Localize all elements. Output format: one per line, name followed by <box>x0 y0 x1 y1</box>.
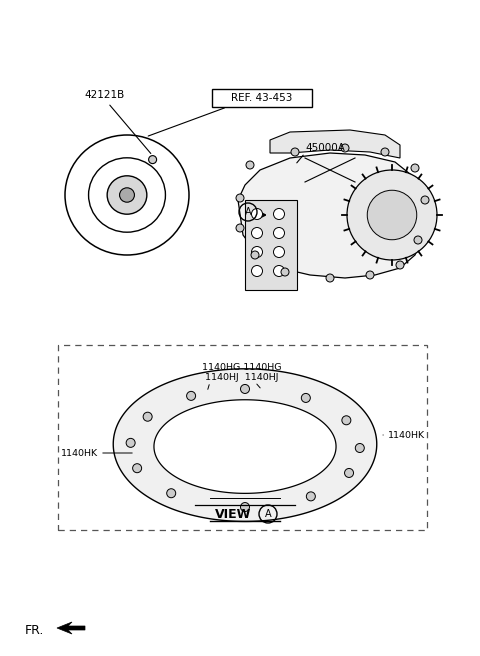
Circle shape <box>143 412 152 421</box>
Circle shape <box>126 438 135 447</box>
Circle shape <box>381 148 389 156</box>
Circle shape <box>326 274 334 282</box>
Circle shape <box>414 236 422 244</box>
Circle shape <box>341 144 349 152</box>
Circle shape <box>306 492 315 501</box>
Text: FR.: FR. <box>25 623 44 636</box>
Circle shape <box>252 247 263 258</box>
Text: A: A <box>264 509 271 519</box>
Text: A: A <box>245 207 252 217</box>
Text: VIEW: VIEW <box>215 508 251 520</box>
Circle shape <box>274 209 285 220</box>
Bar <box>58 345 427 530</box>
Circle shape <box>252 209 263 220</box>
Circle shape <box>281 268 289 276</box>
Text: 1140HK: 1140HK <box>388 430 425 440</box>
Circle shape <box>347 170 437 260</box>
Circle shape <box>240 384 250 394</box>
Circle shape <box>274 228 285 239</box>
Ellipse shape <box>107 176 147 215</box>
Circle shape <box>252 228 263 239</box>
Text: 45000A: 45000A <box>305 143 345 153</box>
Circle shape <box>291 148 299 156</box>
Bar <box>245 200 297 290</box>
Circle shape <box>132 464 142 473</box>
Text: 1140HG 1140HG: 1140HG 1140HG <box>202 363 282 373</box>
Circle shape <box>274 266 285 276</box>
Circle shape <box>246 161 254 169</box>
Polygon shape <box>270 130 400 158</box>
Circle shape <box>167 489 176 498</box>
Circle shape <box>236 194 244 202</box>
Circle shape <box>274 247 285 258</box>
Circle shape <box>240 502 250 512</box>
Polygon shape <box>238 153 425 278</box>
Text: 42121B: 42121B <box>85 90 125 100</box>
Circle shape <box>396 261 404 269</box>
Circle shape <box>411 164 419 172</box>
Polygon shape <box>57 622 85 634</box>
Circle shape <box>187 392 196 400</box>
Circle shape <box>236 224 244 232</box>
Circle shape <box>421 196 429 204</box>
Text: REF. 43-453: REF. 43-453 <box>231 93 293 103</box>
Circle shape <box>366 271 374 279</box>
Text: 1140HK: 1140HK <box>61 449 98 457</box>
Polygon shape <box>113 369 377 522</box>
Ellipse shape <box>120 188 134 202</box>
Circle shape <box>251 251 259 259</box>
Circle shape <box>345 468 354 478</box>
Circle shape <box>252 266 263 276</box>
Text: 1140HJ  1140HJ: 1140HJ 1140HJ <box>205 373 279 382</box>
Polygon shape <box>154 400 336 493</box>
Circle shape <box>301 394 311 402</box>
Circle shape <box>342 416 351 425</box>
Circle shape <box>149 155 156 163</box>
Circle shape <box>355 443 364 453</box>
Circle shape <box>367 190 417 239</box>
